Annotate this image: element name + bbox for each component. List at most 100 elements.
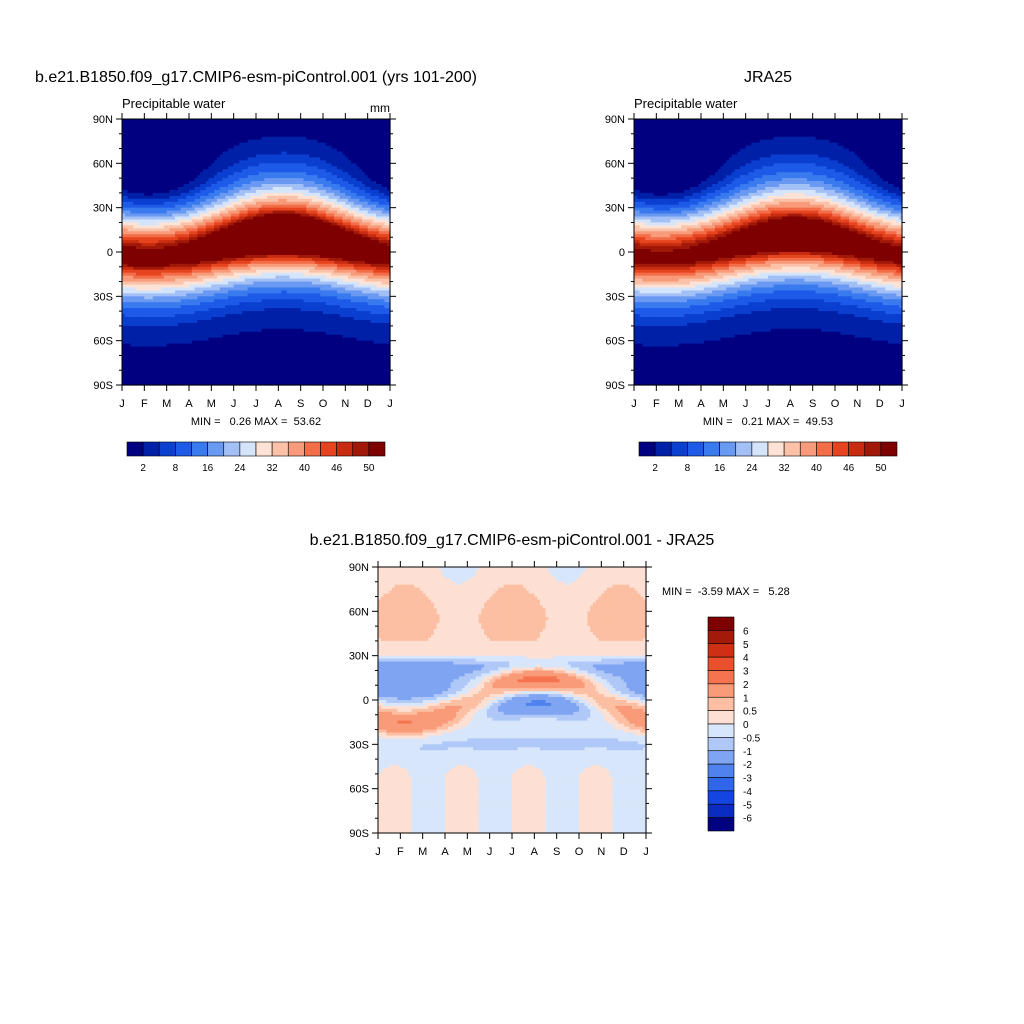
field-cell [158, 204, 162, 209]
field-cell [183, 133, 187, 138]
field-cell [331, 198, 335, 203]
field-cell [267, 136, 271, 141]
field-cell [384, 133, 388, 138]
field-cell [228, 154, 232, 159]
field-cell [135, 186, 140, 191]
field-cell [177, 192, 182, 197]
field-cell [362, 172, 366, 176]
field-cell [384, 195, 388, 200]
field-cell [135, 166, 140, 170]
field-cell [334, 198, 338, 203]
field-cell [216, 178, 221, 182]
field-cell [269, 181, 274, 185]
field-cell [323, 192, 327, 197]
field-cell [135, 145, 140, 150]
field-cell [256, 121, 260, 126]
field-cell [152, 201, 157, 206]
field-cell [350, 160, 355, 164]
field-cell [233, 151, 238, 156]
field-cell [138, 127, 143, 132]
field-cell [200, 181, 204, 185]
field-cell [133, 213, 137, 218]
field-cell [244, 198, 249, 203]
field-cell [320, 121, 324, 126]
field-cell [177, 184, 182, 188]
field-cell [205, 121, 210, 126]
field-cell [258, 213, 263, 218]
field-cell [194, 178, 198, 182]
field-cell [166, 178, 171, 182]
field-cell [278, 133, 282, 138]
field-cell [376, 198, 380, 203]
field-cell [278, 175, 282, 179]
field-cell [147, 133, 151, 138]
field-cell [348, 133, 352, 138]
field-cell [152, 160, 157, 164]
field-cell [323, 195, 327, 200]
field-cell [122, 145, 126, 150]
field-cell [300, 136, 305, 141]
field-cell [345, 121, 349, 126]
field-cell [149, 181, 154, 185]
field-cell [228, 192, 232, 197]
field-cell [314, 201, 319, 206]
field-cell [205, 133, 210, 138]
field-cell [216, 175, 221, 179]
field-cell [272, 172, 277, 176]
field-cell [194, 121, 198, 126]
field-cell [289, 160, 293, 164]
field-cell [222, 184, 226, 188]
field-cell [158, 133, 162, 138]
field-cell [233, 181, 238, 185]
field-cell [147, 195, 151, 200]
field-cell [244, 163, 249, 167]
field-cell [216, 189, 221, 194]
field-cell [189, 201, 193, 206]
field-cell [264, 142, 268, 147]
field-cell [320, 145, 324, 150]
field-cell [147, 139, 151, 144]
field-cell [303, 201, 307, 206]
field-cell [169, 210, 173, 215]
field-cell [202, 210, 207, 215]
field-cell [314, 151, 319, 156]
field-cell [219, 175, 224, 179]
field-cell [158, 130, 162, 135]
field-cell [141, 213, 145, 218]
field-cell [373, 186, 377, 191]
field-cell [239, 195, 243, 200]
field-cell [289, 124, 293, 129]
field-cell [269, 133, 274, 138]
field-cell [256, 160, 260, 164]
field-cell [297, 148, 302, 153]
field-cell [242, 169, 246, 173]
field-cell [169, 160, 173, 164]
field-cell [161, 201, 165, 206]
field-cell [309, 172, 313, 176]
field-cell [189, 119, 193, 123]
field-cell [253, 207, 257, 212]
field-cell [373, 160, 377, 164]
field-cell [362, 181, 366, 185]
field-cell [122, 216, 126, 221]
field-cell [286, 154, 291, 159]
field-cell [272, 204, 277, 209]
field-cell [230, 157, 235, 161]
field-cell [359, 160, 363, 164]
field-cell [381, 163, 386, 167]
field-cell [339, 130, 344, 135]
field-cell [353, 207, 358, 212]
field-cell [359, 181, 363, 185]
field-cell [161, 130, 165, 135]
field-cell [225, 127, 229, 132]
field-cell [292, 121, 296, 126]
field-cell [202, 178, 207, 182]
field-cell [272, 201, 277, 206]
field-cell [309, 189, 313, 194]
field-cell [370, 151, 374, 156]
field-cell [202, 145, 207, 150]
field-cell [359, 201, 363, 206]
field-cell [124, 186, 129, 191]
field-cell [161, 157, 165, 161]
field-cell [261, 148, 265, 153]
